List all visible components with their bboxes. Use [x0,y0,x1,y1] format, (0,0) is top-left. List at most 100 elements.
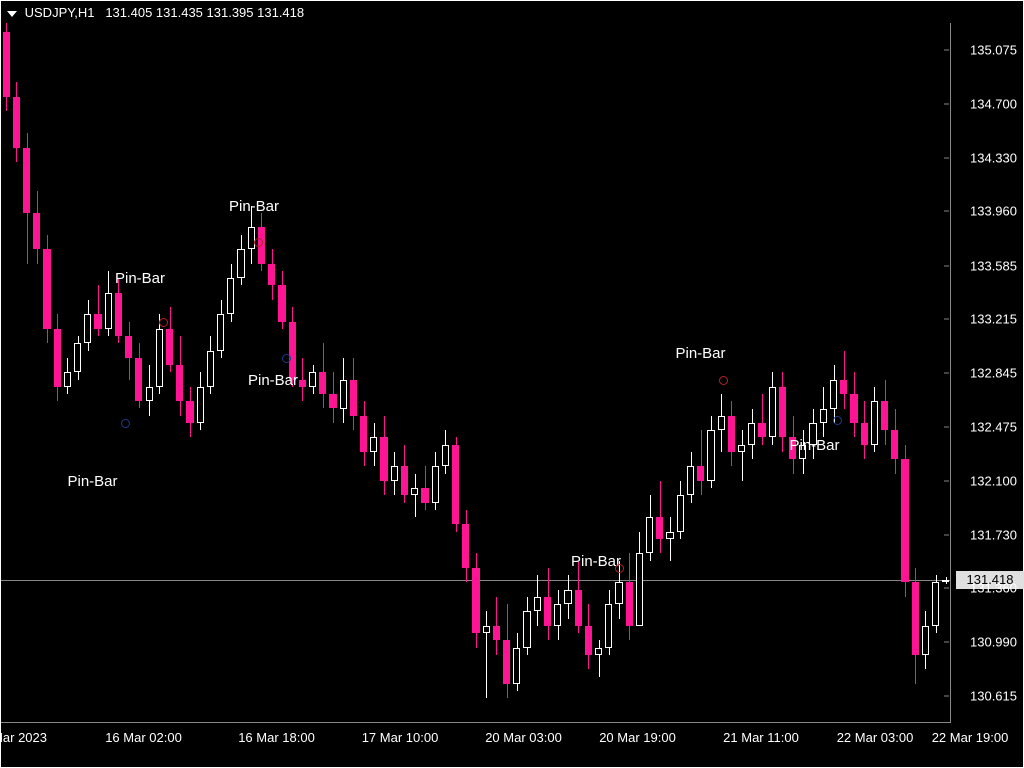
candle-body [125,336,132,358]
candle-body [135,358,142,401]
candle-body [217,314,224,350]
candle-body [84,314,91,343]
x-tick-label: 21 Mar 11:00 [723,730,799,745]
y-tick-label: 131.730 [970,527,1017,542]
candle-body [166,329,173,365]
candle-body [115,293,122,336]
candle-body [861,423,868,445]
pin-bar-label: Pin-Bar [68,473,118,490]
candle-body [156,329,163,387]
candle-body [309,372,316,386]
candle-body [738,445,745,452]
candle-body [575,590,582,626]
pin-bar-marker-icon [615,564,624,573]
candle-body [329,394,336,408]
candle-body [718,416,725,430]
candle-body [421,488,428,502]
x-tick-label: 20 Mar 19:00 [599,730,676,745]
candle-body [186,401,193,423]
candle-body [901,459,908,582]
candle-body [922,626,929,655]
candle-wick [415,474,416,517]
y-tick-label: 131.360 [970,581,1017,596]
y-tick-label: 133.585 [970,258,1017,273]
x-axis: 15 Mar 202316 Mar 02:0016 Mar 18:0017 Ma… [1,721,951,767]
y-tick-label: 132.475 [970,419,1017,434]
y-axis: 135.075134.700134.330133.960133.585133.2… [949,23,1023,723]
pin-bar-marker-icon [121,419,130,428]
y-tick-label: 134.700 [970,97,1017,112]
title-bar: USDJPY,H1 131.405 131.435 131.395 131.41… [7,5,304,20]
pin-bar-label: Pin-Bar [790,437,840,454]
pin-bar-label: Pin-Bar [115,270,165,287]
ohlc-label: 131.405 131.435 131.395 131.418 [105,5,304,20]
candle-body [748,423,755,445]
chart-area[interactable]: 131.418Pin-BarPin-BarPin-BarPin-BarPin-B… [1,23,951,723]
candle-body [871,401,878,444]
candle-body [340,380,347,409]
candle-body [227,278,234,314]
y-tick-label: 133.215 [970,312,1017,327]
candle-body [380,437,387,480]
x-tick-label: 17 Mar 10:00 [362,730,439,745]
x-tick-label: 20 Mar 03:00 [485,730,562,745]
candle-body [891,430,898,459]
pin-bar-marker-icon [282,354,291,363]
candle-body [411,488,418,495]
x-tick-label: 15 Mar 2023 [0,730,47,745]
candle-body [462,524,469,567]
candle-body [779,387,786,438]
candle-body [13,97,20,148]
candle-body [656,517,663,539]
candle-body [626,582,633,625]
candle-body [595,648,602,655]
candle-body [605,604,612,647]
candle-body [370,437,377,451]
candle-body [707,430,714,481]
pin-bar-marker-icon [159,318,168,327]
x-tick-label: 22 Mar 03:00 [837,730,914,745]
candle-body [881,401,888,430]
candle-body [360,416,367,452]
y-tick-label: 130.990 [970,634,1017,649]
candle-body [585,626,592,655]
candle-body [534,597,541,611]
y-tick-label: 134.330 [970,150,1017,165]
candle-body [43,249,50,329]
y-tick-label: 132.845 [970,366,1017,381]
dropdown-arrow-icon [7,11,17,17]
candle-body [207,351,214,387]
candle-body [615,582,622,604]
candle-body [472,568,479,633]
pin-bar-label: Pin-Bar [229,198,279,215]
candle-body [666,532,673,539]
candle-body [850,394,857,423]
pin-bar-marker-icon [719,376,728,385]
candle-body [442,445,449,467]
candle-body [268,264,275,286]
candle-body [493,626,500,640]
candle-body [769,387,776,438]
candle-body [912,582,919,654]
candle-body [350,380,357,416]
candle-body [278,285,285,321]
chart-container[interactable]: USDJPY,H1 131.405 131.435 131.395 131.41… [0,0,1024,768]
candle-body [932,582,939,625]
candle-wick [486,611,487,698]
candle-body [319,372,326,394]
candle-wick [742,430,743,481]
candle-body [513,648,520,684]
candle-body [554,604,561,626]
candle-body [176,365,183,401]
y-tick-label: 132.100 [970,473,1017,488]
candle-body [697,466,704,480]
y-tick-label: 133.960 [970,204,1017,219]
candle-body [146,387,153,401]
x-tick-label: 16 Mar 18:00 [238,730,315,745]
candle-body [23,148,30,213]
candle-body [299,380,306,387]
candle-body [758,423,765,437]
candle-body [840,380,847,394]
candle-body [94,314,101,328]
candle-body [544,597,551,626]
